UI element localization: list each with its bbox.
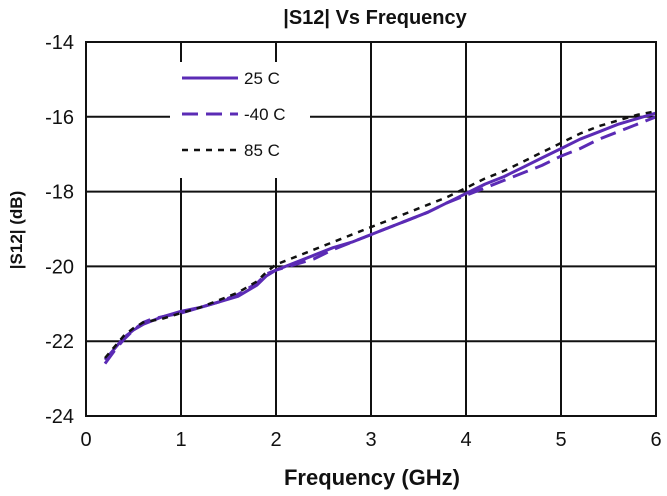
tick-labels: 0 1 2 3 4 5 6 -14 -16 -18 -20 -22 -24 xyxy=(45,32,661,451)
y-tick-label: -16 xyxy=(45,107,74,129)
x-tick-label: 5 xyxy=(555,429,566,451)
x-tick-label: 2 xyxy=(270,429,281,451)
x-tick-label: 4 xyxy=(460,429,471,451)
legend-box xyxy=(170,62,310,178)
plot-frame xyxy=(85,41,657,417)
x-tick-label: 6 xyxy=(650,429,661,451)
legend-label: 85 C xyxy=(244,141,280,160)
legend-label: 25 C xyxy=(244,69,280,88)
legend-label: -40 C xyxy=(244,105,286,124)
series-line-1 xyxy=(103,115,657,365)
y-tick-label: -20 xyxy=(45,256,74,278)
legend: 25 C -40 C 85 C xyxy=(170,62,310,178)
x-tick-label: 0 xyxy=(80,429,91,451)
x-tick-label: 3 xyxy=(365,429,376,451)
y-tick-label: -24 xyxy=(45,406,74,428)
x-tick-label: 1 xyxy=(175,429,186,451)
y-axis-title: |S12| (dB) xyxy=(7,191,26,269)
chart-title: |S12| Vs Frequency xyxy=(283,7,467,29)
y-tick-label: -14 xyxy=(45,32,74,54)
series-lines xyxy=(103,109,657,365)
x-axis-title: Frequency (GHz) xyxy=(284,465,460,490)
y-tick-label: -18 xyxy=(45,182,74,204)
y-tick-label: -22 xyxy=(45,331,74,353)
